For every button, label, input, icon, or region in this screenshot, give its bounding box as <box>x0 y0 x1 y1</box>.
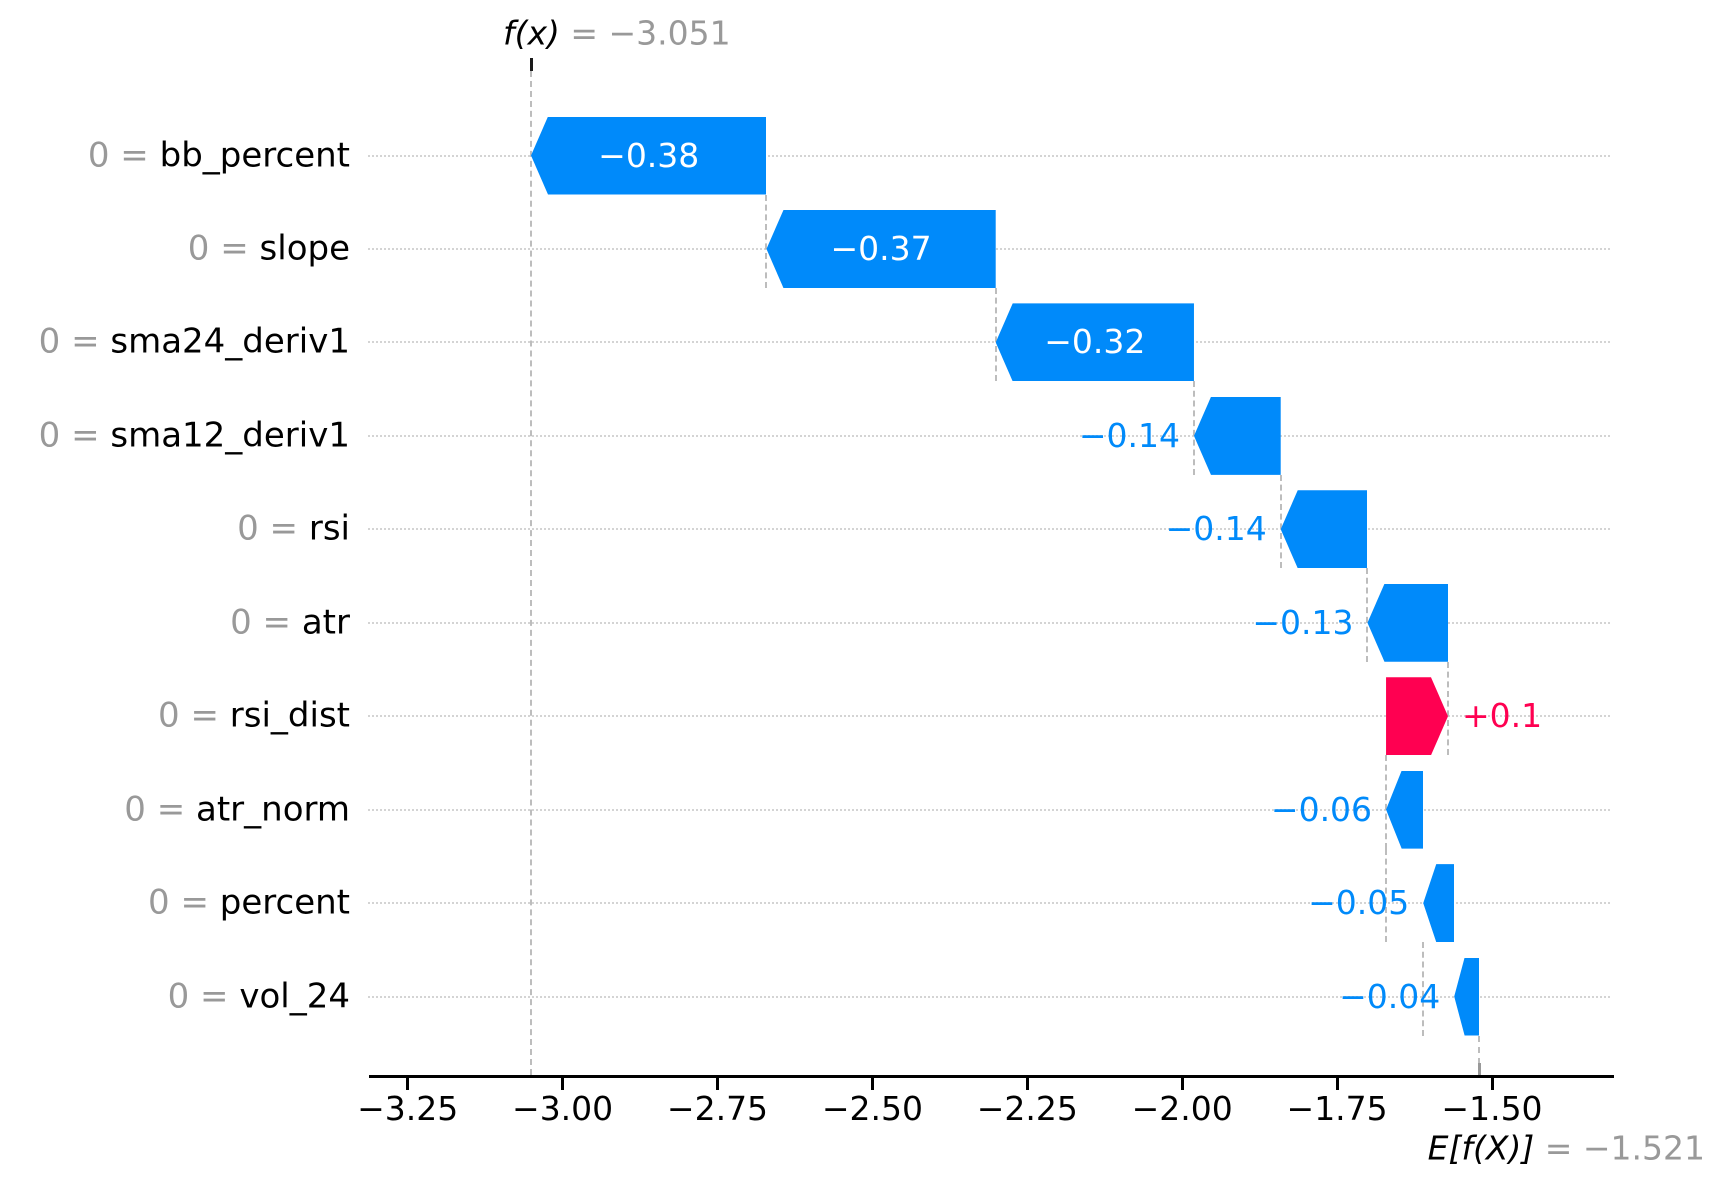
feature-label-percent: 0 = percent <box>148 883 350 924</box>
x-tick-label: −2.50 <box>821 1089 923 1128</box>
bar-slope <box>766 209 996 288</box>
feature-value-prefix: 0 = <box>237 508 309 549</box>
row-gridline-atr <box>368 621 1610 624</box>
x-tick-label: −2.00 <box>1131 1089 1233 1128</box>
connector-line <box>1422 942 1425 1036</box>
feature-name: rsi_dist <box>229 695 350 736</box>
expected-value-label: E[f(X)] = −1.521 <box>1428 1132 1705 1165</box>
bar-atr <box>1367 583 1449 662</box>
feature-name: rsi <box>308 508 350 549</box>
x-tick-label: −2.75 <box>666 1089 769 1128</box>
row-gridline-sma12_deriv1 <box>368 434 1610 437</box>
feature-name: atr <box>301 602 350 643</box>
row-gridline-rsi <box>368 528 1610 531</box>
feature-label-slope: 0 = slope <box>188 229 350 270</box>
expected-value-dashed-line <box>1478 1035 1480 1075</box>
expected-value-value: = −1.521 <box>1534 1128 1705 1168</box>
bar-value-percent: −0.05 <box>1308 883 1410 923</box>
feature-name: atr_norm <box>196 789 350 830</box>
feature-value-prefix: 0 = <box>167 976 240 1017</box>
feature-label-rsi_dist: 0 = rsi_dist <box>158 696 350 737</box>
feature-name: slope <box>259 228 350 269</box>
bar-rsi <box>1280 490 1368 569</box>
x-tick <box>406 1078 410 1090</box>
x-tick-label: −3.25 <box>357 1089 459 1128</box>
bar-value-atr_norm: −0.06 <box>1270 789 1373 829</box>
feature-name: sma24_deriv1 <box>110 321 350 362</box>
feature-label-atr_norm: 0 = atr_norm <box>124 789 350 830</box>
fx-title: f(x) = −3.051 <box>503 17 731 50</box>
row-gridline-rsi_dist <box>368 715 1610 718</box>
x-tick-label: −2.25 <box>976 1089 1078 1128</box>
connector-line <box>1192 381 1195 475</box>
feature-value-prefix: 0 = <box>187 228 260 269</box>
bar-percent <box>1423 864 1455 943</box>
expected-value-name: E[f(X)] <box>1427 1128 1535 1168</box>
connector-line <box>1279 474 1282 569</box>
bar-value-sma24_deriv1: −0.32 <box>1044 322 1146 362</box>
bar-atr_norm <box>1386 770 1424 849</box>
bar-value-vol_24: −0.04 <box>1339 976 1441 1016</box>
fx-title-value: = −3.051 <box>559 13 731 53</box>
x-tick <box>561 1078 565 1090</box>
connector-line <box>1385 755 1388 849</box>
feature-label-rsi: 0 = rsi <box>237 509 350 550</box>
row-gridline-vol_24 <box>368 995 1610 998</box>
x-tick <box>1335 1078 1339 1090</box>
feature-label-bb_percent: 0 = bb_percent <box>88 135 350 176</box>
connector-line <box>994 287 997 382</box>
feature-label-atr: 0 = atr <box>230 602 350 643</box>
bar-value-rsi_dist: +0.1 <box>1462 696 1543 736</box>
x-tick-label: −1.75 <box>1286 1089 1388 1128</box>
feature-name: sma12_deriv1 <box>110 415 350 456</box>
feature-value-prefix: 0 = <box>87 135 160 176</box>
row-gridline-bb_percent <box>368 154 1610 157</box>
bar-vol_24 <box>1454 957 1479 1036</box>
bar-sma12_deriv1 <box>1193 396 1281 475</box>
row-gridline-atr_norm <box>368 808 1610 811</box>
connector-line <box>1366 568 1369 662</box>
row-gridline-sma24_deriv1 <box>368 341 1610 344</box>
expected-value-tick <box>1477 1063 1481 1076</box>
feature-value-prefix: 0 = <box>38 321 111 362</box>
connector-line <box>765 194 768 288</box>
feature-value-prefix: 0 = <box>38 415 111 456</box>
feature-name: bb_percent <box>159 135 350 176</box>
bar-value-sma12_deriv1: −0.14 <box>1078 416 1180 456</box>
fx-title-name: f(x) <box>503 13 560 53</box>
bar-value-slope: −0.37 <box>830 229 932 269</box>
bar-rsi_dist <box>1386 677 1448 755</box>
feature-name: vol_24 <box>239 976 350 1017</box>
feature-value-prefix: 0 = <box>148 882 220 923</box>
bar-value-rsi: −0.14 <box>1165 509 1267 549</box>
row-gridline-percent <box>368 902 1610 905</box>
fx-dashed-line <box>530 71 532 1075</box>
x-tick-label: −1.50 <box>1441 1089 1543 1128</box>
x-tick <box>1490 1078 1494 1090</box>
feature-name: percent <box>219 882 350 923</box>
feature-label-sma12_deriv1: 0 = sma12_deriv1 <box>39 415 350 456</box>
bar-bb_percent <box>531 116 767 195</box>
x-tick <box>1025 1078 1029 1090</box>
feature-value-prefix: 0 = <box>230 602 302 643</box>
feature-value-prefix: 0 = <box>158 695 230 736</box>
feature-label-sma24_deriv1: 0 = sma24_deriv1 <box>39 322 350 363</box>
feature-value-prefix: 0 = <box>124 789 196 830</box>
feature-label-vol_24: 0 = vol_24 <box>168 976 350 1017</box>
x-tick <box>870 1078 874 1090</box>
fx-tick <box>529 58 533 71</box>
bar-value-bb_percent: −0.38 <box>598 135 700 175</box>
x-tick <box>1180 1078 1184 1090</box>
connector-line <box>1385 848 1388 943</box>
x-tick-label: −3.00 <box>512 1089 614 1128</box>
connector-line <box>1447 661 1450 756</box>
x-axis-line <box>369 1075 1614 1078</box>
x-tick <box>716 1078 719 1090</box>
bar-value-atr: −0.13 <box>1252 602 1354 642</box>
bar-sma24_deriv1 <box>995 303 1194 382</box>
